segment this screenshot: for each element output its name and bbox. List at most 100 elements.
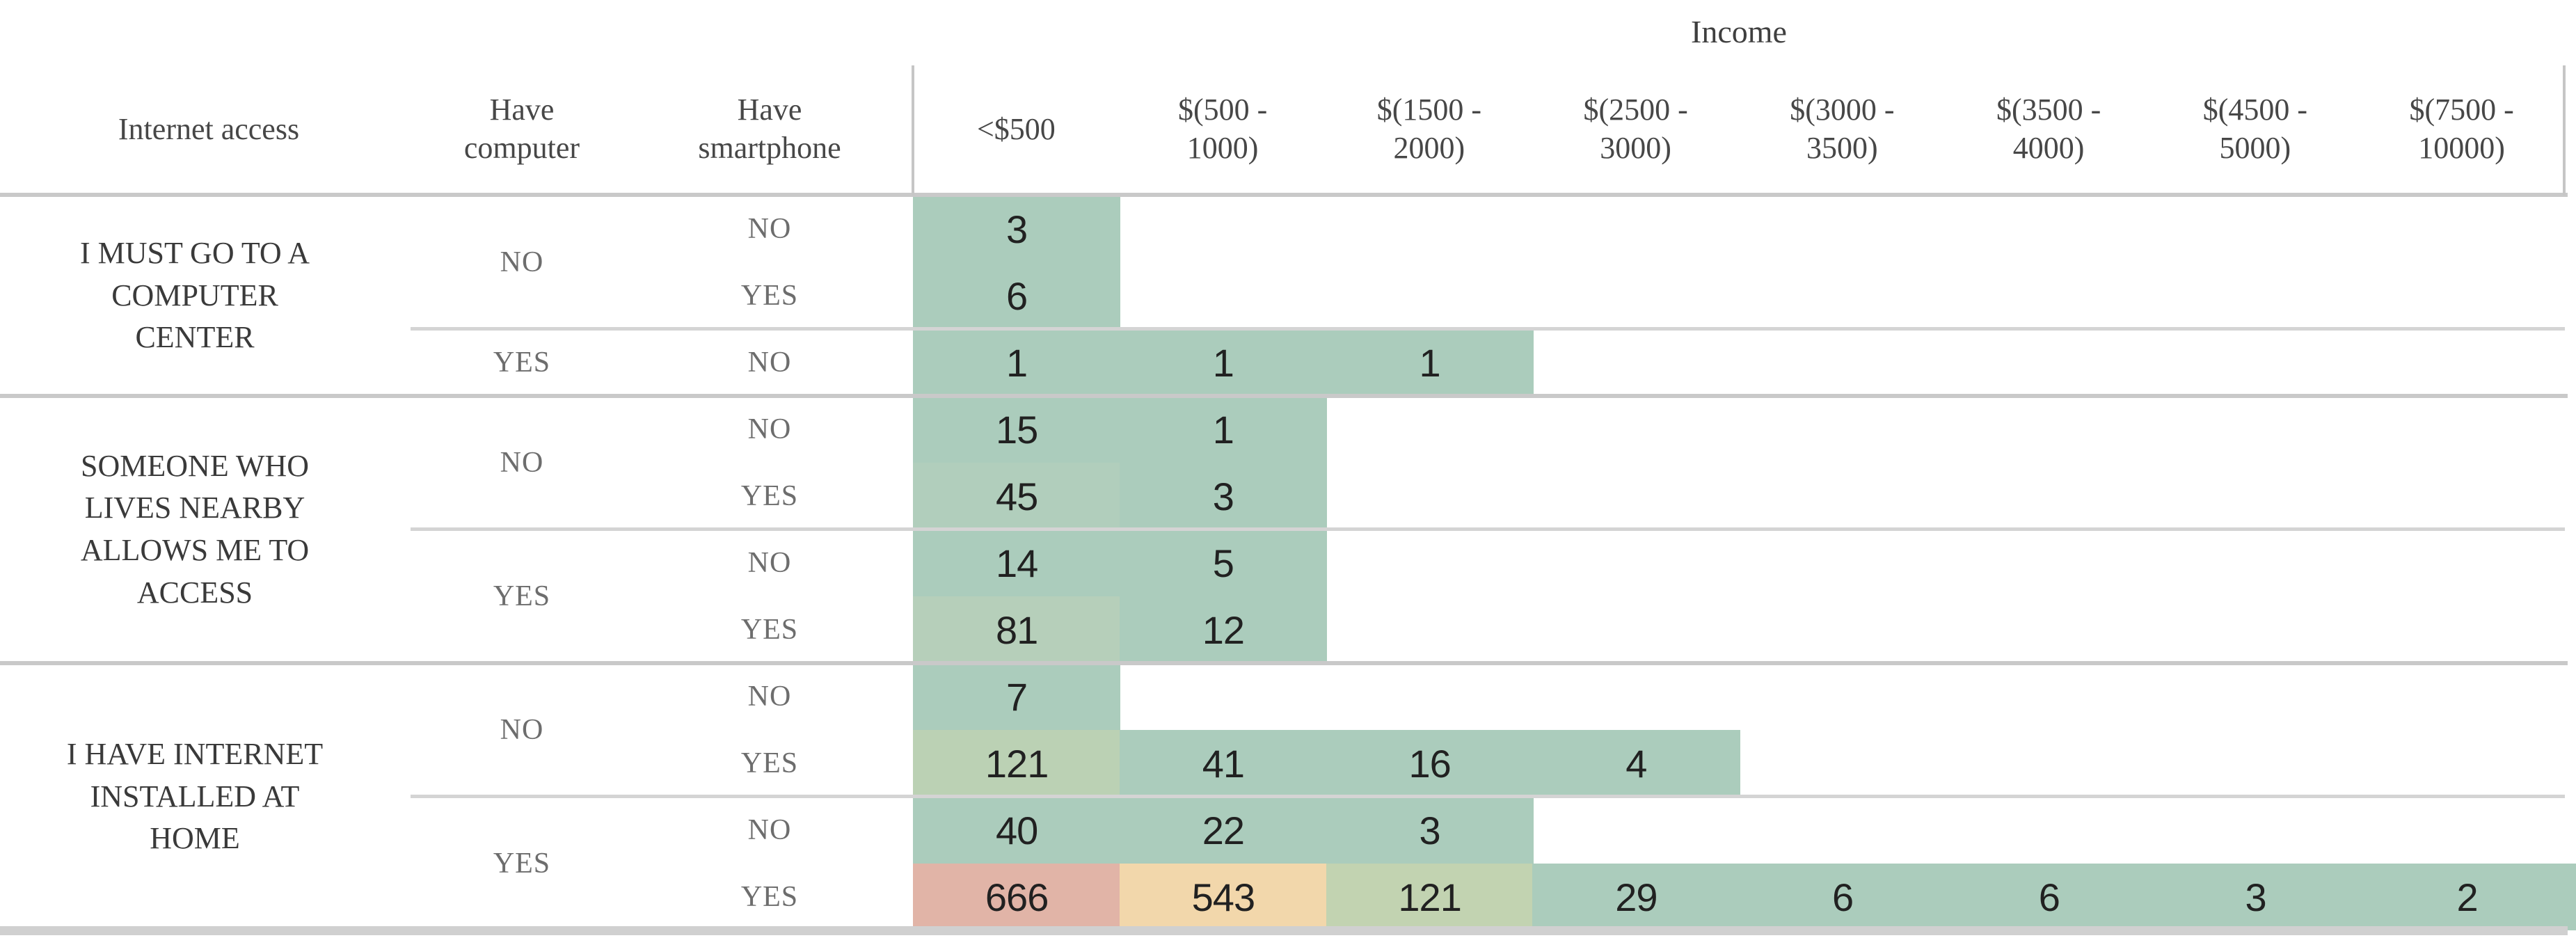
cell-value: 6 [1832, 875, 1854, 919]
cell-value: 7 [1006, 674, 1028, 719]
heatmap-cell: 40 [913, 797, 1121, 864]
cell-value: 6 [2038, 875, 2060, 919]
income-bracket-header: $(4500 - 5000) [2202, 93, 2308, 165]
grid-line-vertical-header [912, 65, 914, 196]
have-computer-label: YES [493, 848, 551, 880]
heatmap-cell: 81 [913, 596, 1121, 663]
table-bottom-border [0, 926, 2568, 935]
heatmap-cell: 22 [1119, 797, 1327, 864]
heatmap-cell: 3 [2152, 864, 2360, 930]
col-header-have-computer: Have computer [463, 93, 580, 165]
heatmap-cell: 12 [1119, 596, 1327, 663]
heatmap-cell: 543 [1119, 864, 1327, 930]
have-smartphone-label: YES [740, 747, 799, 779]
have-smartphone-label: YES [740, 480, 799, 512]
cell-value: 12 [1202, 607, 1245, 652]
table-title: Income [1691, 13, 1787, 49]
cell-value: 6 [1006, 273, 1028, 318]
income-bracket-header: $(7500 - 10000) [2409, 93, 2514, 165]
heatmap-cell: 1 [1119, 329, 1327, 396]
row-group-label: I MUST GO TO A COMPUTER CENTER [79, 235, 310, 355]
cell-value: 1 [1419, 340, 1441, 385]
cell-value: 14 [995, 541, 1038, 585]
income-bracket-header: $(3500 - 4000) [1996, 93, 2101, 165]
cell-value: 1 [1006, 340, 1028, 385]
cell-value: 3 [1419, 808, 1441, 852]
cell-value: 15 [995, 407, 1038, 452]
cell-value: 41 [1202, 741, 1245, 786]
grid-line-header-bottom [0, 193, 2568, 197]
cell-value: 45 [995, 474, 1038, 518]
cell-value: 29 [1615, 875, 1657, 919]
heatmap-cell: 3 [913, 196, 1121, 262]
cell-value: 81 [995, 607, 1038, 652]
have-computer-label: NO [500, 246, 544, 278]
heatmap-cell: 3 [1119, 463, 1327, 530]
grid-line-section-separator [411, 795, 2565, 798]
have-smartphone-label: NO [747, 814, 792, 846]
income-bracket-header: <$500 [976, 111, 1056, 146]
cell-value: 22 [1202, 808, 1245, 852]
heatmap-cell: 121 [913, 730, 1121, 797]
heatmap-cell: 45 [913, 463, 1121, 530]
grid-line-group-separator [0, 394, 2568, 398]
heatmap-cell: 6 [1945, 864, 2153, 930]
cell-value: 666 [985, 875, 1049, 919]
cell-value: 3 [1212, 474, 1234, 518]
heatmap-cell: 121 [1326, 864, 1534, 930]
heatmap-cell: 1 [913, 329, 1121, 396]
heatmap-cell: 16 [1326, 730, 1534, 797]
heatmap-cell: 14 [913, 530, 1121, 596]
have-smartphone-label: YES [740, 614, 799, 646]
heatmap-cell: 3 [1326, 797, 1534, 864]
have-smartphone-label: YES [740, 280, 799, 312]
col-header-have-smartphone: Have smartphone [698, 93, 841, 165]
have-computer-label: NO [500, 714, 544, 746]
income-bracket-header: $(2500 - 3000) [1583, 93, 1688, 165]
heatmap-cell: 5 [1119, 530, 1327, 596]
heatmap-cell: 1 [1326, 329, 1534, 396]
heatmap-cell: 2 [2358, 864, 2576, 930]
grid-line-section-separator [411, 327, 2565, 331]
grid-line-section-separator [411, 527, 2565, 531]
cell-value: 543 [1191, 875, 1255, 919]
cell-value: 40 [995, 808, 1038, 852]
have-smartphone-label: YES [740, 881, 799, 913]
heatmap-cell: 7 [913, 663, 1121, 730]
have-computer-label: NO [500, 447, 544, 479]
have-smartphone-label: NO [747, 547, 792, 579]
heatmap-cell: 6 [913, 262, 1121, 329]
cell-value: 5 [1212, 541, 1234, 585]
row-group-label: I HAVE INTERNET INSTALLED AT HOME [66, 736, 324, 856]
heatmap-cell: 4 [1532, 730, 1740, 797]
heatmap-cell: 29 [1532, 864, 1740, 930]
grid-line-group-separator [0, 661, 2568, 665]
income-bracket-header: $(500 - 1000) [1177, 93, 1268, 165]
have-computer-label: YES [493, 580, 551, 612]
cell-value: 2 [2456, 875, 2479, 919]
cell-value: 1 [1212, 407, 1234, 452]
heatmap-cell: 1 [1119, 396, 1327, 463]
income-bracket-header: $(1500 - 2000) [1376, 93, 1482, 165]
have-smartphone-label: NO [747, 347, 792, 379]
cell-value: 3 [2245, 875, 2267, 919]
have-smartphone-label: NO [747, 681, 792, 713]
cell-value: 121 [1398, 875, 1461, 919]
income-bracket-header: $(3000 - 3500) [1790, 93, 1895, 165]
have-smartphone-label: NO [747, 413, 792, 445]
cell-value: 3 [1006, 207, 1028, 251]
cell-value: 121 [985, 741, 1049, 786]
cell-value: 4 [1625, 741, 1647, 786]
row-group-label: SOMEONE WHO LIVES NEARBY ALLOWS ME TO AC… [80, 448, 310, 610]
grid-line-vertical-header [2563, 65, 2566, 196]
have-smartphone-label: NO [747, 213, 792, 245]
heatmap-cell: 15 [913, 396, 1121, 463]
have-computer-label: YES [493, 347, 551, 379]
cell-value: 16 [1408, 741, 1451, 786]
heatmap-cell: 6 [1739, 864, 1947, 930]
cell-value: 1 [1212, 340, 1234, 385]
col-header-internet-access: Internet access [118, 111, 300, 146]
heatmap-cell: 666 [913, 864, 1121, 930]
heatmap-cell: 41 [1119, 730, 1327, 797]
